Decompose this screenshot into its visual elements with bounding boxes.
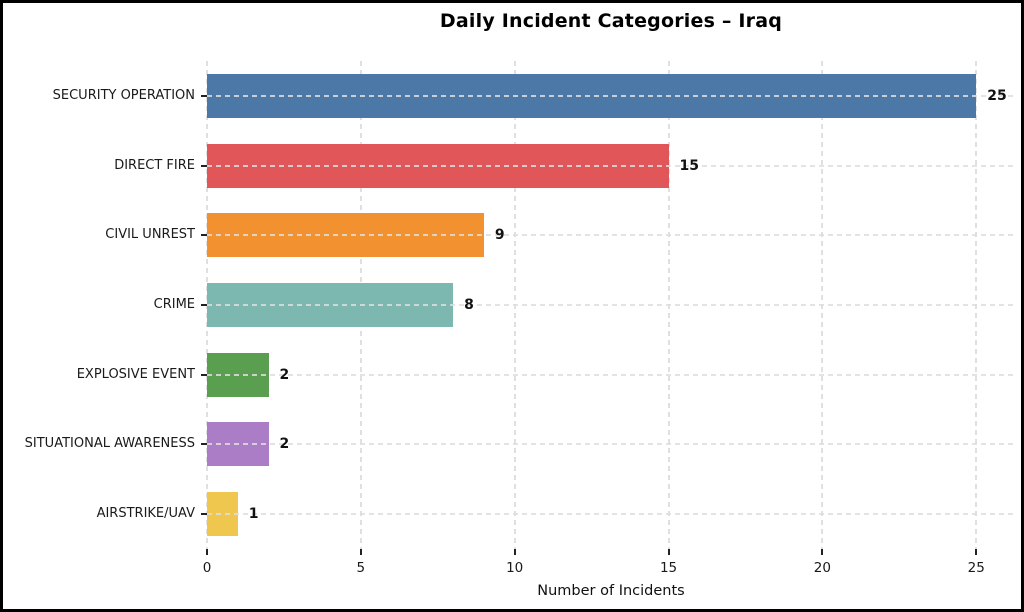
x-tick-label-15: 15 <box>659 560 678 576</box>
x-tick-10 <box>513 549 516 555</box>
x-tick-15 <box>667 549 670 555</box>
gridline-h-airstrike-uav <box>207 513 1015 516</box>
x-tick-label-10: 10 <box>506 560 524 576</box>
gridline-h-direct-fire <box>207 164 1015 167</box>
category-label-situational-awareness: SITUATIONAL AWARENESS <box>24 436 195 452</box>
x-tick-label-20: 20 <box>813 560 831 576</box>
gridline-h-crime <box>207 304 1015 306</box>
gridline-h-explosive-event <box>207 373 1015 376</box>
x-tick-label-5: 5 <box>356 560 366 576</box>
gridline-h-situational-awareness <box>207 443 1015 446</box>
bar-value-label-direct-fire: 15 <box>679 157 700 174</box>
y-tick-security-operation <box>201 94 207 97</box>
bar-value-label-civil-unrest: 9 <box>494 227 505 244</box>
y-tick-civil-unrest <box>201 234 207 237</box>
gridline-h-security-operation <box>207 94 1015 97</box>
category-label-civil-unrest: CIVIL UNREST <box>105 227 195 243</box>
chart-title: Daily Incident Categories – Iraq <box>439 10 783 32</box>
category-label-crime: CRIME <box>153 297 195 312</box>
y-tick-crime <box>201 304 207 306</box>
y-tick-situational-awareness <box>201 443 207 446</box>
x-tick-0 <box>206 549 208 555</box>
y-tick-direct-fire <box>201 164 207 167</box>
category-label-explosive-event: EXPLOSIVE EVENT <box>76 366 195 382</box>
bar-value-label-airstrike-uav: 1 <box>248 506 259 523</box>
gridline-h-civil-unrest <box>207 234 1015 237</box>
x-tick-5 <box>359 549 362 555</box>
x-tick-label-25: 25 <box>967 560 985 576</box>
bar-value-label-crime: 8 <box>464 297 474 313</box>
x-tick-label-0: 0 <box>202 560 212 576</box>
category-label-security-operation: SECURITY OPERATION <box>52 87 195 103</box>
bar-value-label-explosive-event: 2 <box>279 366 290 383</box>
y-tick-airstrike-uav <box>201 513 207 516</box>
category-label-airstrike-uav: AIRSTRIKE/UAV <box>96 506 195 522</box>
y-tick-explosive-event <box>201 373 207 376</box>
x-tick-20 <box>821 549 824 555</box>
category-label-direct-fire: DIRECT FIRE <box>114 157 195 173</box>
bar-value-label-security-operation: 25 <box>987 87 1007 104</box>
x-axis-label: Number of Incidents <box>537 583 685 599</box>
x-tick-25 <box>975 549 978 555</box>
bar-value-label-situational-awareness: 2 <box>279 436 290 453</box>
